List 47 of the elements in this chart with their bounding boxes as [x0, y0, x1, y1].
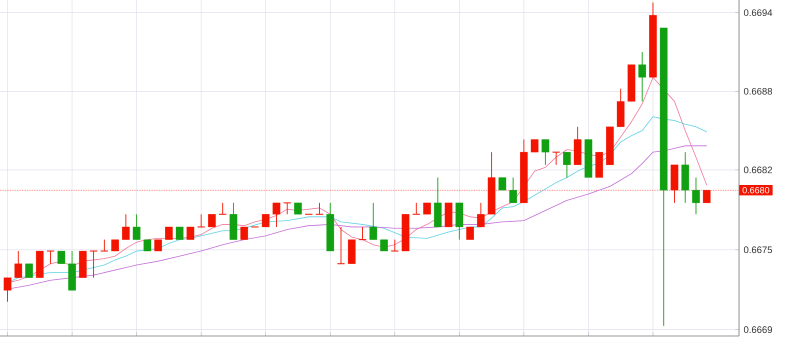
candlestick [14, 250, 22, 278]
candlestick [380, 239, 388, 252]
candlestick [692, 177, 700, 215]
candlestick [111, 239, 119, 252]
candlestick [218, 202, 227, 215]
ref-line-label: 0.6680 [742, 187, 770, 194]
candlestick [165, 226, 173, 240]
candlestick [369, 202, 378, 240]
candlestick [498, 177, 506, 191]
candlestick [466, 226, 474, 240]
candlestick [100, 239, 109, 252]
candlestick [412, 202, 420, 215]
candlestick [509, 177, 517, 204]
candlestick [46, 250, 55, 264]
candlestick [358, 226, 367, 240]
candlestick [144, 239, 152, 252]
y-tick-label: 0.6688 [744, 88, 772, 95]
candlestick [186, 226, 194, 240]
candlestick [477, 202, 485, 228]
y-tick-label: 0.6669 [744, 326, 772, 334]
candlestick [240, 226, 248, 240]
candlestick [552, 152, 560, 166]
candlestick [283, 202, 292, 215]
candlestick [563, 152, 571, 178]
candlestick [132, 214, 140, 240]
candlestick [423, 202, 431, 215]
candlestick [294, 202, 302, 215]
candlestick [390, 239, 399, 252]
candlestick [4, 277, 12, 302]
candlestick [154, 239, 162, 252]
candlestick [336, 226, 346, 264]
candlestick [89, 250, 98, 278]
y-tick-label: 0.6675 [744, 246, 772, 254]
candlestick [176, 226, 184, 240]
candlestick [197, 214, 206, 228]
candlestick [122, 214, 130, 240]
candlestick [262, 214, 270, 228]
candlestick [272, 202, 280, 228]
candlestick [25, 263, 33, 278]
candlestick [530, 139, 538, 153]
y-tick-label: 0.6682 [744, 166, 772, 174]
candlestick [542, 139, 550, 166]
candlestick [58, 250, 66, 264]
candlestick [208, 214, 216, 228]
candlestick [315, 202, 324, 215]
candlestick [638, 52, 646, 102]
y-tick-label: 0.6694 [744, 9, 772, 16]
